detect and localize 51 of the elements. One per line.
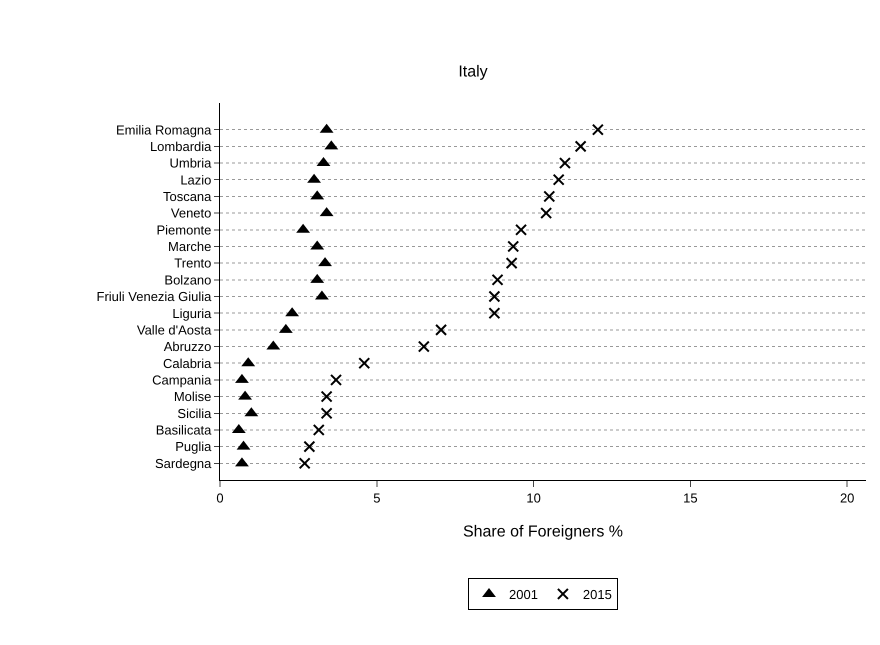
point [488,290,500,302]
y-tick-label: Piemonte [156,222,212,238]
x-tick-label: 20 [840,490,854,506]
x-tick-label: 5 [373,490,380,506]
y-tick-label: Sardegna [155,456,212,471]
legend-label: 2015 [582,587,612,602]
point [435,324,448,336]
y-tick-label: Lazio [180,172,212,188]
point [552,174,565,186]
y-tick-label: Calabria [162,356,212,371]
y-tick-label: Valle d'Aosta [136,322,212,338]
y-tick-label: Basilicata [156,422,212,438]
y-tick-label: Umbria [169,156,212,171]
point [312,424,325,436]
x-tick-label: 0 [216,490,224,506]
point [540,207,552,220]
y-tick-label: Emilia Romagna [116,122,212,138]
legend-label: 2001 [509,587,538,602]
point [358,357,370,370]
point [320,407,333,420]
point [418,340,430,353]
x-tick-label: 15 [683,490,698,506]
y-tick-label: Lombardia [150,138,212,154]
x-tick-label: 10 [526,490,541,506]
point [507,240,520,252]
y-tick-label: Molise [174,389,212,404]
y-tick-label: Marche [168,239,212,254]
y-tick-label: Friuli Venezia Giulia [96,289,212,304]
point [558,157,571,170]
y-tick-label: Veneto [170,206,212,221]
y-tick-label: Abruzzo [164,339,212,354]
x-axis-title: Share of Foreigners % [462,523,624,540]
y-tick-label: Campania [152,372,212,388]
y-tick-label: Trento [174,256,212,271]
point [515,224,528,236]
point [592,124,604,136]
y-tick-label: Bolzano [164,272,212,288]
point [303,440,316,453]
point [298,457,311,470]
y-tick-label: Toscana [162,188,212,204]
y-tick-label: Liguria [172,306,212,321]
point [488,307,500,320]
point [330,374,342,386]
point [492,274,504,286]
point [543,190,556,202]
point [320,390,333,403]
point [506,257,518,270]
y-tick-label: Sicilia [177,406,212,421]
chart-title: Italy [458,64,488,81]
point [574,140,587,152]
y-tick-label: Puglia [175,439,212,454]
